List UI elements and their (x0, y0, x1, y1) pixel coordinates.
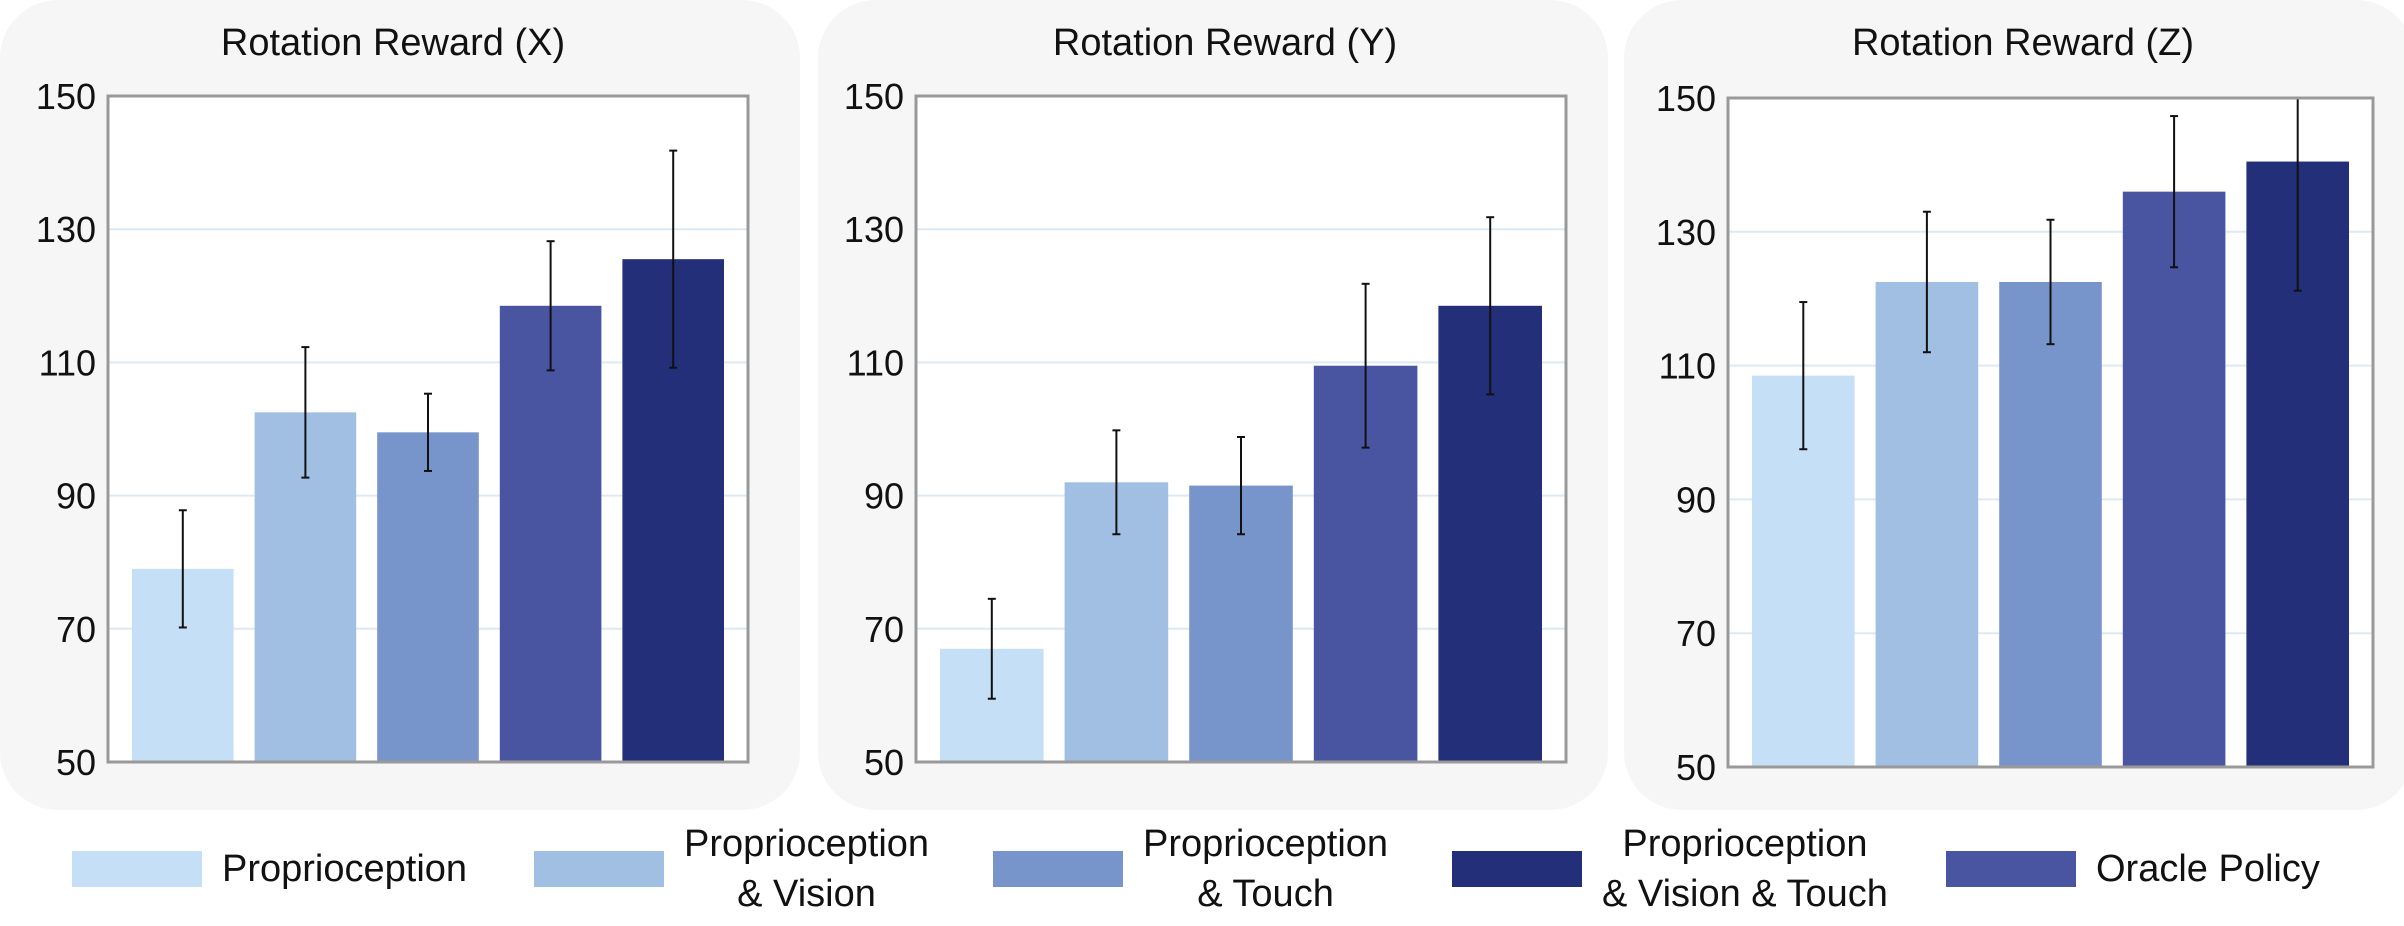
legend-label: Proprioception & Touch (1143, 823, 1389, 915)
bar-proprioception-and-touch (1999, 281, 2102, 767)
y-tick-label: 70 (864, 609, 904, 650)
y-tick-label: 50 (864, 742, 904, 783)
plot-border (914, 94, 1568, 764)
y-tick-label: 90 (56, 476, 96, 517)
bar-chart-rotation-reward-z: 50 70 90 110 130 150 (1656, 78, 2375, 788)
bar-oracle-policy (499, 305, 602, 762)
y-tick-label: 50 (56, 742, 96, 783)
legend-label: Proprioception & Vision & Touch (1602, 823, 1888, 915)
y-tick-label: 130 (36, 209, 96, 250)
chart-title-x: Rotation Reward (X) (220, 22, 566, 64)
legend-swatch (534, 851, 664, 887)
y-tick-label: 150 (36, 76, 96, 117)
chart-title-y: Rotation Reward (Y) (1052, 22, 1398, 64)
chart-legend: Proprioception Proprioception & Vision P… (0, 812, 2404, 926)
y-tick-label: 70 (56, 609, 96, 650)
bar-proprioception-and-vision (1875, 281, 1979, 767)
legend-item-proprioception-touch: Proprioception & Touch (993, 812, 1388, 926)
bar-chart-rotation-reward-x: 50 70 90 110 130 150 (36, 76, 750, 783)
y-tick-label: 90 (1676, 479, 1716, 520)
bar-proprioception-and-touch (377, 432, 479, 762)
legend-item-oracle-policy: Oracle Policy (1946, 812, 2320, 926)
chart-title-z: Rotation Reward (Z) (1851, 22, 2195, 64)
bar-chart-rotation-reward-y: 50 70 90 110 130 150 (844, 76, 1568, 783)
y-tick-label: 50 (1676, 747, 1716, 788)
legend-swatch (72, 851, 202, 887)
plot-border (106, 94, 750, 764)
y-tick-label: 110 (1659, 346, 1716, 387)
legend-swatch (993, 851, 1123, 887)
bar-oracle-policy (2122, 191, 2226, 767)
plot-border (1726, 96, 2375, 769)
y-tick-label: 150 (1656, 78, 1716, 119)
y-tick-label: 150 (844, 76, 904, 117)
legend-label: Oracle Policy (2096, 848, 2320, 890)
y-tick-label: 110 (39, 342, 96, 383)
legend-item-proprioception-vision: Proprioception & Vision (534, 812, 929, 926)
y-tick-label: 70 (1676, 613, 1716, 654)
legend-swatch (1452, 851, 1582, 887)
legend-swatch (1946, 851, 2076, 887)
y-tick-label: 90 (864, 476, 904, 517)
y-tick-label: 130 (1656, 212, 1716, 253)
legend-item-proprioception: Proprioception (72, 812, 467, 926)
y-tick-label: 110 (847, 342, 904, 383)
legend-item-proprioception-vision-touch: Proprioception & Vision & Touch (1452, 812, 1888, 926)
legend-label: Proprioception & Vision (684, 823, 930, 915)
legend-label: Proprioception (222, 848, 468, 890)
y-tick-label: 130 (844, 209, 904, 250)
